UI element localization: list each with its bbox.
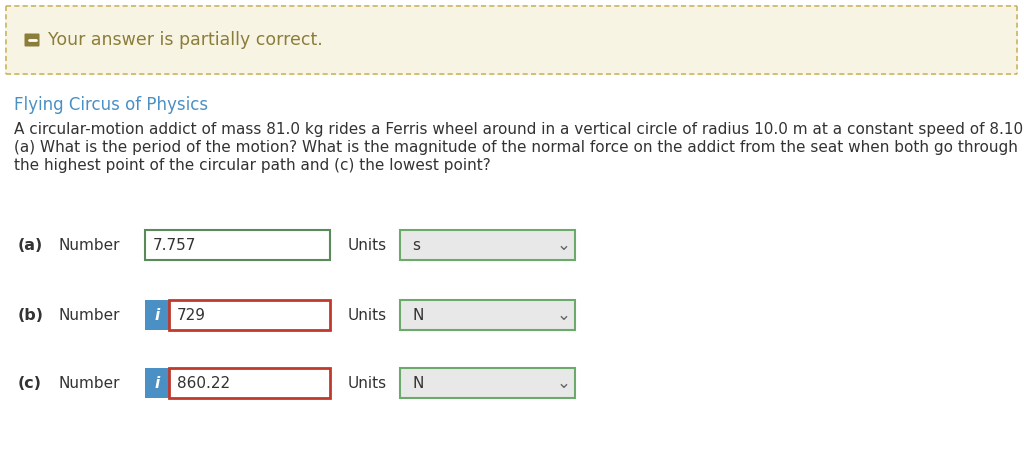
Text: A circular-motion addict of mass 81.0 kg rides a Ferris wheel around in a vertic: A circular-motion addict of mass 81.0 kg… xyxy=(14,122,1024,137)
Text: 7.757: 7.757 xyxy=(153,237,197,252)
FancyBboxPatch shape xyxy=(145,230,330,260)
FancyBboxPatch shape xyxy=(5,5,1018,75)
FancyBboxPatch shape xyxy=(400,300,575,330)
Text: Units: Units xyxy=(348,376,387,391)
Text: Flying Circus of Physics: Flying Circus of Physics xyxy=(14,96,208,114)
Text: ⌄: ⌄ xyxy=(557,306,570,324)
Text: N: N xyxy=(412,308,423,323)
FancyBboxPatch shape xyxy=(169,300,330,330)
FancyBboxPatch shape xyxy=(145,368,169,398)
Text: Units: Units xyxy=(348,237,387,252)
Text: the highest point of the circular path and (c) the lowest point?: the highest point of the circular path a… xyxy=(14,158,490,173)
Text: ⌄: ⌄ xyxy=(557,374,570,392)
Text: Number: Number xyxy=(58,308,120,323)
FancyBboxPatch shape xyxy=(145,300,169,330)
Text: N: N xyxy=(412,376,423,391)
Text: i: i xyxy=(155,376,160,391)
FancyBboxPatch shape xyxy=(25,33,40,46)
Text: (a): (a) xyxy=(18,237,43,252)
Text: ⌄: ⌄ xyxy=(557,236,570,254)
Text: (c): (c) xyxy=(18,376,42,391)
Text: 729: 729 xyxy=(177,308,206,323)
FancyBboxPatch shape xyxy=(400,230,575,260)
Text: (a) What is the period of the motion? What is the magnitude of the normal force : (a) What is the period of the motion? Wh… xyxy=(14,140,1024,155)
Text: Number: Number xyxy=(58,376,120,391)
Text: (b): (b) xyxy=(18,308,44,323)
FancyBboxPatch shape xyxy=(400,368,575,398)
Text: Units: Units xyxy=(348,308,387,323)
Text: 860.22: 860.22 xyxy=(177,376,230,391)
Text: Number: Number xyxy=(58,237,120,252)
Text: i: i xyxy=(155,308,160,323)
Text: Your answer is partially correct.: Your answer is partially correct. xyxy=(48,31,323,49)
Text: s: s xyxy=(412,237,420,252)
FancyBboxPatch shape xyxy=(169,368,330,398)
